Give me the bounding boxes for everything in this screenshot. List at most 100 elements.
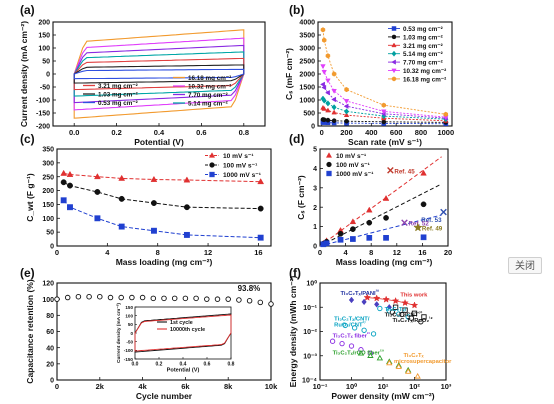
series-annotation: Ti₃C₂Tₓ/rGO fiber⁵⁹	[333, 349, 384, 357]
y-tick-label: 80	[46, 313, 54, 320]
x-tick-label: 12	[204, 248, 212, 257]
close-button[interactable]: 关闭	[508, 257, 542, 274]
legend-label: 3.21 mg cm⁻²	[98, 83, 138, 90]
inset-legend-label: 10000th cycle	[170, 327, 205, 333]
data-point	[343, 103, 349, 109]
legend-label: 10 mV s⁻¹	[336, 153, 366, 160]
data-point	[386, 359, 393, 366]
inset-x-tick-label: 0.6	[204, 362, 211, 368]
legend-marker	[326, 170, 332, 177]
series-annotation-ref: ¹⁸	[429, 316, 433, 321]
reference-marker	[401, 219, 408, 227]
x-tick-label: 2k	[96, 382, 105, 391]
inset-x-tick-label: 0.8	[228, 362, 235, 368]
data-point	[343, 112, 350, 118]
data-point	[366, 219, 373, 226]
x-tick-label: 16	[418, 248, 426, 257]
data-point	[349, 218, 357, 225]
x-tick-label: 0	[55, 248, 59, 257]
data-point	[331, 118, 337, 124]
data-point	[382, 295, 390, 303]
series-annotation-text: Ti₃C₂Tₓ/rGO fiber	[333, 351, 381, 357]
data-point	[344, 118, 349, 124]
y-tick-label: 200	[38, 20, 50, 27]
x-tick-label: 16	[254, 248, 262, 257]
inset-x-tick-label: 0.2	[156, 362, 163, 368]
data-point	[183, 176, 191, 183]
panel-f-ragone-plot: 10⁻¹ 10⁰ 10¹ 10² 10³10⁻⁴10⁻³10⁻²10⁻¹10⁰Power…	[288, 266, 452, 401]
inset-y-tick-label: -150	[124, 357, 134, 362]
data-point	[370, 331, 377, 337]
data-point	[236, 297, 242, 303]
x-tick-label: 200	[340, 128, 353, 137]
data-point	[97, 293, 103, 300]
legend-marker	[209, 162, 215, 168]
legend-marker	[391, 76, 397, 82]
y-tick-label: -100	[36, 98, 50, 105]
series-annotation-ref: ⁵⁹	[380, 349, 384, 354]
data-point	[411, 310, 418, 316]
y-tick-label: 150	[38, 33, 50, 40]
legend-label: 7.70 mg cm⁻²	[188, 92, 228, 99]
panel-b-areal-capacitance: 0 200 400 600 800 1000 0 500 1000 1500 2000 2500 300…	[284, 3, 454, 147]
data-point	[320, 64, 326, 70]
y-axis-label: C_wt (F g⁻¹)	[25, 173, 35, 222]
panel-label: (c)	[20, 132, 35, 146]
data-point	[329, 338, 336, 344]
data-point	[325, 78, 331, 84]
y-tick-label: 1000	[299, 98, 315, 105]
series-annotation-text: Ti₃C₂Tₓ/	[385, 307, 407, 313]
data-point	[325, 53, 331, 59]
y-tick-label: 0	[313, 244, 317, 251]
x-tick-label: 10k	[265, 382, 278, 391]
y-tick-label: 100	[42, 297, 54, 304]
y-tick-label: 2	[313, 205, 317, 212]
y-axis-label: Cₛ (mF cm⁻²)	[284, 48, 294, 100]
data-point	[357, 349, 365, 356]
series-annotation: Ti₃C₂Tₓ/CNT⁶⁰	[385, 310, 423, 318]
data-point	[161, 295, 167, 302]
data-point	[414, 372, 421, 379]
x-axis-label: Cycle number	[136, 391, 193, 401]
data-point	[350, 236, 356, 242]
series-annotation: Ti₃C₂Tₓ	[403, 353, 424, 359]
legend-label: 5.14 mg cm⁻²	[188, 101, 228, 108]
y-tick-label: 40	[46, 345, 54, 352]
y-axis-label: Energy density (mWh cm⁻²)	[288, 275, 298, 387]
data-point	[246, 298, 253, 304]
data-point	[405, 368, 412, 374]
data-point	[107, 294, 114, 301]
data-point	[399, 311, 405, 318]
series-annotation: Ti₃C₂Tₓ/RuO₂¹⁸	[392, 316, 432, 324]
series-annotation: This work	[400, 292, 428, 298]
y-tick-label: -50	[40, 85, 50, 92]
data-point	[257, 234, 264, 241]
series-annotation-text: Ti₃C₂Tₓ	[403, 353, 424, 359]
series-annotation: Ti₃C₂Tₓ fiber²³	[333, 332, 371, 340]
inset-x-tick-label: 0.4	[180, 362, 187, 368]
series-annotation-text: Ti₃C₂Tₓ/PANI	[340, 291, 376, 297]
panel-label: (e)	[20, 266, 35, 280]
data-point	[361, 298, 367, 306]
series-line	[63, 199, 261, 239]
series-annotation-ref: ²⁷	[363, 321, 366, 326]
x-tick-label: 0	[55, 382, 59, 391]
y-tick-label: 250	[42, 174, 54, 181]
y-tick-label: 200	[42, 188, 54, 195]
data-point	[420, 234, 427, 241]
data-point	[118, 294, 124, 301]
y-tick-label: 1	[313, 224, 317, 231]
series-annotation: Ti₃C₂Tₓ/PANI²⁰	[340, 289, 379, 297]
inset-legend-label: 1st cycle	[170, 320, 193, 326]
data-point	[150, 227, 157, 234]
data-point	[94, 189, 101, 195]
legend-label: 1000 mV s⁻¹	[223, 172, 261, 179]
data-point	[60, 169, 68, 176]
data-point	[420, 169, 427, 176]
x-axis-label: Mass loading (mg cm⁻²)	[116, 257, 213, 267]
data-point	[321, 97, 327, 104]
data-point	[402, 307, 408, 313]
series-annotation-text: Ti₃C₂Tₓ/CNT	[385, 312, 419, 318]
y-tick-label: 100	[42, 216, 54, 223]
